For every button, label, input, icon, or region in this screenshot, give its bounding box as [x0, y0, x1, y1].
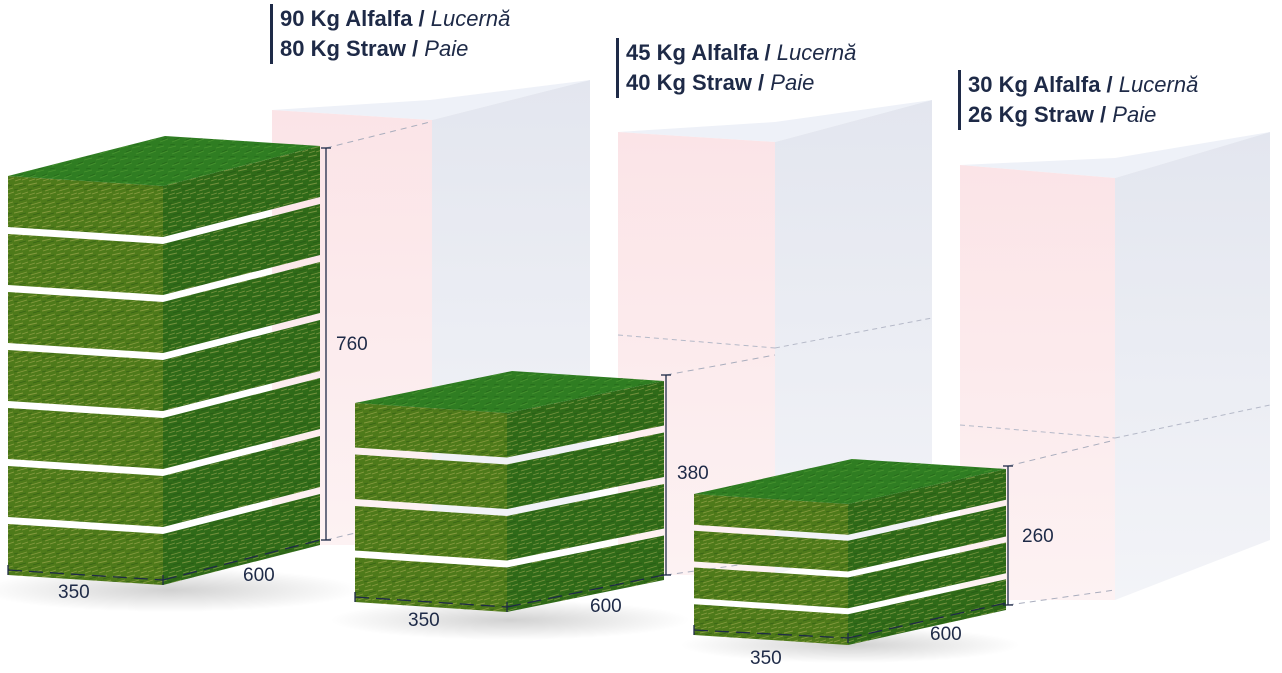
- weight-label-large: 90 Kg Alfalfa / Lucernă 80 Kg Straw / Pa…: [270, 4, 510, 64]
- bale-layer-side-texture: [507, 535, 664, 612]
- bale-top-texture: [355, 371, 664, 413]
- bale-layer-side-texture: [163, 262, 320, 353]
- width-label-medium: 350: [408, 610, 440, 631]
- bale-top-texture: [694, 459, 1006, 504]
- weight-label-small: 30 Kg Alfalfa / Lucernă 26 Kg Straw / Pa…: [958, 70, 1198, 130]
- bale-layer-front-texture: [8, 466, 163, 527]
- alfalfa-ro: Lucernă: [776, 40, 857, 65]
- depth-label-medium: 600: [590, 596, 622, 617]
- bale-layer-side-texture: [507, 432, 664, 509]
- weight-label-medium: 45 Kg Alfalfa / Lucernă 40 Kg Straw / Pa…: [616, 38, 856, 98]
- bale-layer-side-texture: [507, 381, 664, 458]
- bale-layer-side-texture: [163, 436, 320, 527]
- hay-bale-small: [694, 459, 1006, 645]
- bale-layer-side-texture: [848, 505, 1006, 572]
- bale-layer-side-texture: [163, 494, 320, 585]
- alfalfa-weight: 90 Kg Alfalfa /: [280, 6, 425, 31]
- width-label-large: 350: [58, 582, 90, 603]
- depth-label-large: 600: [243, 565, 275, 586]
- bale-layer-front-texture: [694, 604, 848, 645]
- straw-ro: Paie: [1112, 102, 1157, 127]
- bale-layer-front-texture: [8, 524, 163, 585]
- bale-layer-front-texture: [355, 403, 507, 458]
- bale-layer-side-texture: [848, 542, 1006, 609]
- straw-ro: Paie: [770, 70, 815, 95]
- straw-weight: 26 Kg Straw /: [968, 102, 1107, 127]
- bale-layer-front-texture: [8, 350, 163, 411]
- depth-label-small: 600: [930, 624, 962, 645]
- bale-layer-front-texture: [355, 454, 507, 509]
- bale-layer-front-texture: [8, 234, 163, 295]
- height-label-large: 760: [336, 334, 368, 355]
- bale-layer-front-texture: [8, 176, 163, 237]
- height-label-medium: 380: [677, 463, 709, 484]
- bale-layer-side-texture: [163, 320, 320, 411]
- bale-layer-front-texture: [355, 557, 507, 612]
- bale-layer-side-texture: [507, 484, 664, 561]
- bale-layer-front-texture: [694, 567, 848, 609]
- bale-layer-front-texture: [694, 494, 848, 535]
- bale-layer-side-texture: [848, 469, 1006, 535]
- hay-bale-large: [8, 136, 320, 585]
- dimension-lines: [7, 147, 1013, 643]
- volume-box-small: [959, 132, 1271, 600]
- alfalfa-ro: Lucernă: [1118, 72, 1199, 97]
- alfalfa-weight: 30 Kg Alfalfa /: [968, 72, 1113, 97]
- straw-ro: Paie: [424, 36, 469, 61]
- straw-weight: 80 Kg Straw /: [280, 36, 419, 61]
- straw-weight: 40 Kg Straw /: [626, 70, 765, 95]
- height-label-small: 260: [1022, 526, 1054, 547]
- bale-layer-front-texture: [694, 530, 848, 572]
- bale-layer-front-texture: [355, 506, 507, 561]
- alfalfa-weight: 45 Kg Alfalfa /: [626, 40, 771, 65]
- alfalfa-ro: Lucernă: [430, 6, 511, 31]
- width-label-small: 350: [750, 648, 782, 669]
- bale-layer-side-texture: [163, 204, 320, 295]
- bale-layer-front-texture: [8, 292, 163, 353]
- bale-layer-side-texture: [163, 378, 320, 469]
- bale-layer-front-texture: [8, 408, 163, 469]
- bale-layer-side-texture: [163, 146, 320, 237]
- bale-layer-side-texture: [848, 579, 1006, 645]
- bale-top-texture: [8, 136, 320, 186]
- hay-bale-medium: [355, 371, 664, 612]
